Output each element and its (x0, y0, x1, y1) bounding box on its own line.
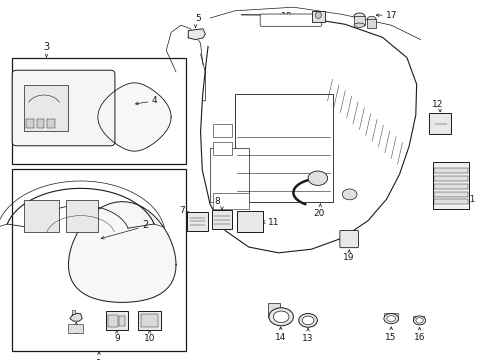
Bar (66, 200, 98, 232)
Ellipse shape (315, 12, 321, 18)
Text: 21: 21 (464, 195, 475, 204)
Bar (433, 199, 468, 204)
Bar (37, 119, 44, 128)
Bar (68, 324, 83, 333)
Text: 1: 1 (96, 359, 102, 360)
Bar (432, 162, 468, 209)
Text: 20: 20 (312, 209, 324, 218)
Text: 14: 14 (274, 333, 286, 342)
Polygon shape (98, 83, 171, 151)
Ellipse shape (302, 316, 313, 325)
Text: 9: 9 (114, 334, 120, 343)
Polygon shape (68, 202, 176, 302)
Bar (433, 184, 468, 189)
FancyBboxPatch shape (428, 113, 450, 134)
Ellipse shape (383, 314, 398, 324)
Ellipse shape (412, 316, 425, 325)
Text: 8: 8 (214, 197, 220, 206)
FancyBboxPatch shape (105, 311, 128, 330)
Ellipse shape (298, 314, 317, 327)
Text: 7: 7 (179, 206, 184, 215)
Ellipse shape (366, 17, 375, 22)
Bar (210, 148, 249, 202)
FancyBboxPatch shape (237, 211, 262, 232)
Bar (433, 168, 468, 173)
FancyBboxPatch shape (138, 311, 161, 330)
Bar (12, 58, 185, 164)
Bar (212, 124, 232, 137)
FancyBboxPatch shape (311, 11, 324, 22)
Text: 11: 11 (267, 217, 279, 227)
Polygon shape (188, 29, 205, 40)
FancyBboxPatch shape (211, 210, 232, 229)
Text: 4: 4 (151, 96, 157, 105)
Bar (234, 94, 332, 202)
Bar (433, 192, 468, 197)
FancyBboxPatch shape (339, 230, 358, 248)
Bar (366, 19, 375, 28)
FancyBboxPatch shape (187, 212, 207, 231)
Bar (72, 310, 75, 314)
Text: 6: 6 (73, 327, 79, 336)
Circle shape (307, 171, 327, 185)
Polygon shape (70, 313, 82, 321)
Circle shape (342, 189, 356, 200)
Text: 10: 10 (143, 334, 155, 343)
Bar (12, 169, 185, 351)
Bar (47, 119, 55, 128)
Text: 12: 12 (431, 100, 443, 109)
Text: 16: 16 (413, 333, 425, 342)
Bar (108, 315, 118, 327)
Ellipse shape (268, 308, 293, 326)
Text: 2: 2 (142, 220, 148, 230)
Text: 18: 18 (280, 12, 292, 21)
Text: 13: 13 (302, 334, 313, 343)
Bar (433, 176, 468, 181)
Text: 19: 19 (343, 253, 354, 262)
Ellipse shape (353, 23, 364, 27)
Bar (267, 303, 280, 317)
Bar (212, 193, 249, 209)
Ellipse shape (353, 13, 364, 19)
Bar (212, 142, 232, 155)
Text: 3: 3 (43, 42, 49, 52)
Bar (24, 85, 68, 131)
Bar (412, 316, 423, 321)
FancyBboxPatch shape (12, 70, 115, 146)
FancyBboxPatch shape (260, 14, 321, 26)
Bar (353, 16, 364, 25)
Ellipse shape (273, 311, 288, 323)
Bar (26, 119, 34, 128)
Text: 5: 5 (195, 14, 201, 23)
Bar (383, 313, 397, 320)
Text: 17: 17 (386, 10, 397, 19)
Bar (24, 200, 59, 232)
Text: 15: 15 (385, 333, 396, 342)
Bar (119, 316, 125, 326)
Ellipse shape (415, 318, 423, 323)
Bar (141, 314, 158, 327)
Ellipse shape (386, 316, 395, 321)
